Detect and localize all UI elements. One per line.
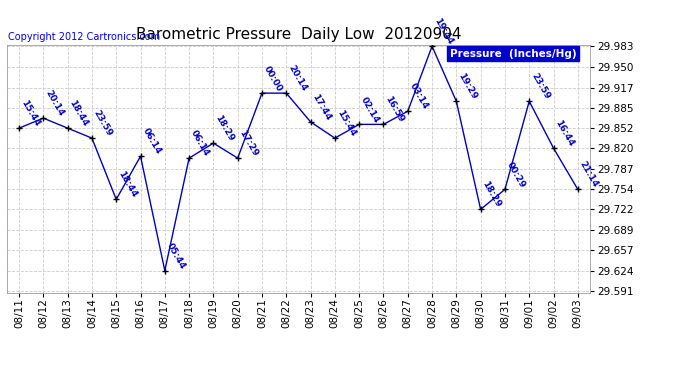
Text: 05:44: 05:44 [165, 241, 187, 271]
Text: 18:44: 18:44 [68, 99, 90, 128]
Text: 17:29: 17:29 [237, 129, 260, 158]
Text: 02:14: 02:14 [359, 95, 382, 124]
Text: 20:14: 20:14 [286, 64, 308, 93]
Title: Barometric Pressure  Daily Low  20120904: Barometric Pressure Daily Low 20120904 [136, 27, 461, 42]
Text: 23:59: 23:59 [92, 109, 114, 138]
Text: 21:14: 21:14 [578, 160, 600, 189]
Text: 18:29: 18:29 [481, 180, 503, 209]
Text: 06:14: 06:14 [189, 129, 211, 158]
Text: 23:59: 23:59 [529, 72, 551, 101]
Text: 17:44: 17:44 [310, 92, 333, 122]
Text: 16:59: 16:59 [384, 95, 406, 124]
Text: 20:14: 20:14 [43, 89, 66, 118]
Text: 00:00: 00:00 [262, 64, 284, 93]
Text: 00:29: 00:29 [505, 160, 527, 189]
Text: 18:29: 18:29 [213, 114, 235, 143]
Text: 19:29: 19:29 [456, 72, 479, 101]
Text: 19:44: 19:44 [432, 16, 454, 46]
Text: 03:14: 03:14 [408, 82, 430, 111]
Text: 06:14: 06:14 [141, 127, 163, 156]
Text: 16:44: 16:44 [553, 118, 575, 148]
Text: Copyright 2012 Cartronics.com: Copyright 2012 Cartronics.com [8, 32, 160, 42]
Text: 15:44: 15:44 [19, 99, 41, 128]
Text: 15:44: 15:44 [335, 109, 357, 138]
Text: Pressure  (Inches/Hg): Pressure (Inches/Hg) [450, 49, 577, 59]
Text: 18:44: 18:44 [116, 170, 139, 200]
